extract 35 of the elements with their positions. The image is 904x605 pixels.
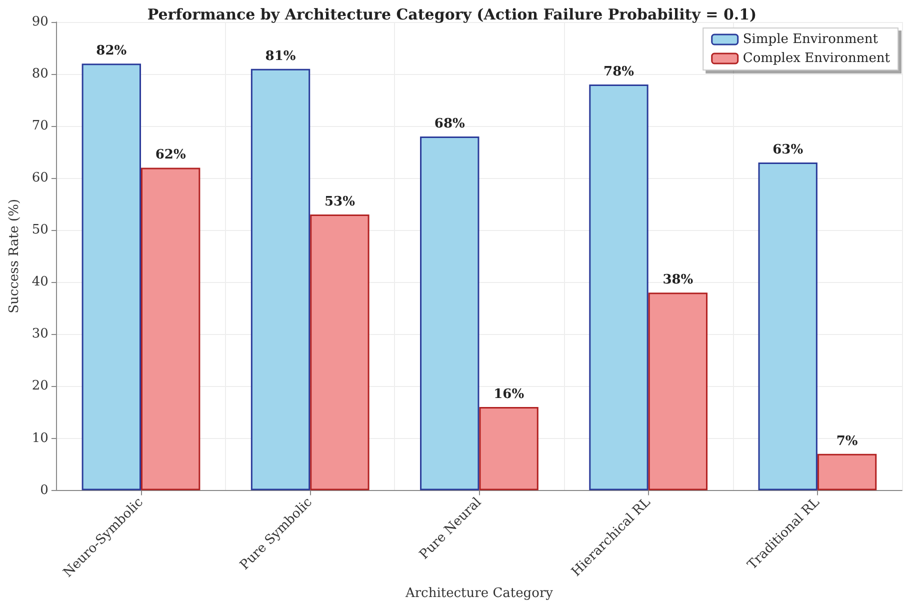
bar [420,136,480,490]
bar [310,214,370,490]
x-axis-title: Architecture Category [404,586,554,601]
y-tick-label: 80 [32,66,48,82]
legend-label: Simple Environment [742,32,879,47]
legend-label: Complex Environment [742,51,891,66]
y-tick-label: 0 [40,482,48,498]
y-tick-label: 50 [32,222,48,238]
data-label: 68% [434,116,466,132]
y-tick-label: 90 [32,14,48,30]
y-tick-label: 30 [32,326,48,342]
data-label: 53% [324,194,356,210]
data-label: 7% [836,434,858,449]
bar [82,64,141,490]
y-tick-label: 40 [32,274,48,290]
bar [141,168,200,490]
bar [648,292,708,490]
bar [250,68,310,490]
bar [589,84,648,490]
data-label: 38% [662,272,694,288]
data-label: 62% [155,148,186,163]
y-tick-label: 70 [32,118,48,134]
y-tick-label: 20 [32,378,48,394]
bar [817,454,877,490]
data-label: 81% [265,48,296,64]
bar [479,407,538,490]
data-label: 63% [772,142,804,158]
y-tick-label: 60 [32,170,48,186]
y-tick-label: 10 [32,430,48,446]
data-label: 16% [494,387,525,402]
y-axis-title: Success Rate (%) [7,198,22,314]
bar [758,162,818,490]
chart-title: Performance by Architecture Category (Action Failure Probability = 0.1) [147,6,757,24]
data-label: 78% [604,64,635,80]
data-label: 82% [96,44,128,59]
